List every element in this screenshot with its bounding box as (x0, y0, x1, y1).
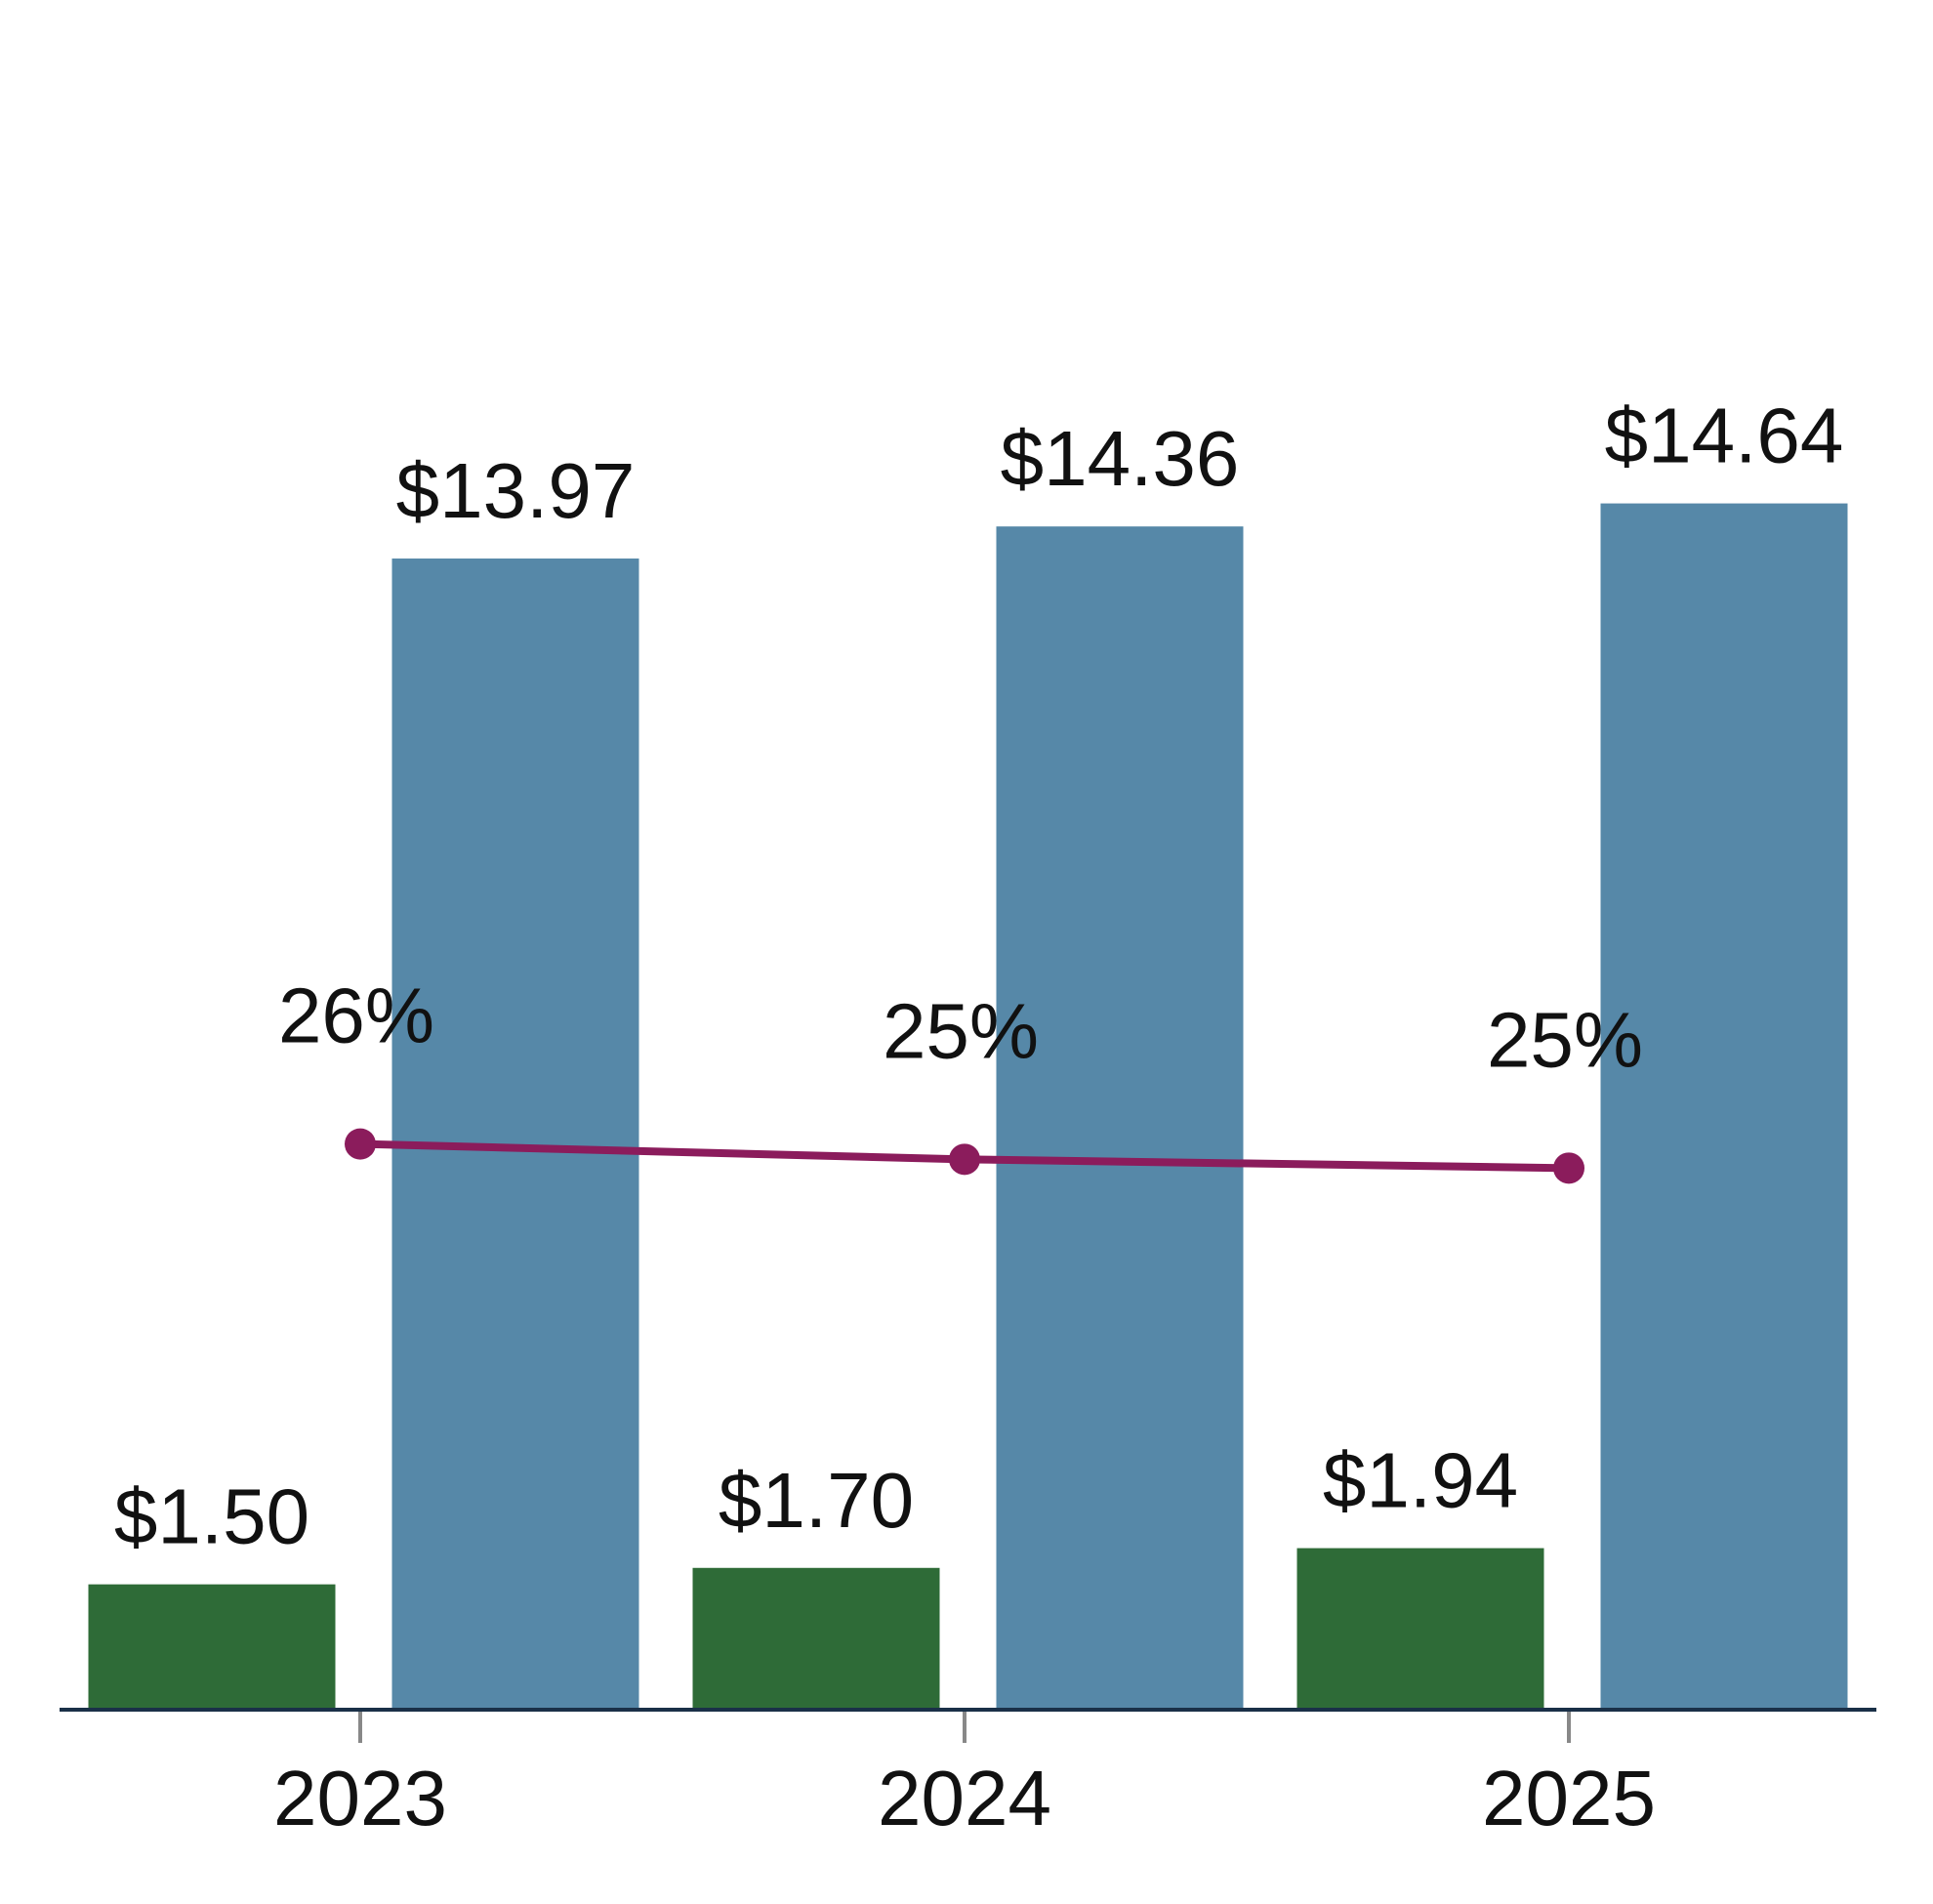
bar (1600, 503, 1848, 1708)
value-label: $1.50 (114, 1473, 309, 1560)
value-label: $1.94 (1323, 1437, 1518, 1524)
line-point (1553, 1152, 1584, 1184)
bar (996, 526, 1244, 1709)
value-label: 25% (1487, 996, 1643, 1083)
bar (692, 1567, 940, 1708)
x-tick-label: 2023 (273, 1755, 447, 1842)
line-point (949, 1143, 980, 1176)
x-tick-label: 2024 (878, 1755, 1051, 1842)
value-label: $1.70 (719, 1457, 914, 1544)
bar (391, 559, 639, 1708)
line-point (345, 1128, 376, 1160)
value-label: $13.97 (396, 447, 636, 534)
bar (1296, 1548, 1544, 1708)
value-label: $14.64 (1605, 393, 1844, 479)
value-label: 25% (883, 987, 1039, 1074)
value-label: 26% (278, 973, 434, 1059)
bar (88, 1584, 336, 1708)
x-tick-label: 2025 (1482, 1755, 1656, 1842)
value-label: $14.36 (1001, 415, 1240, 502)
